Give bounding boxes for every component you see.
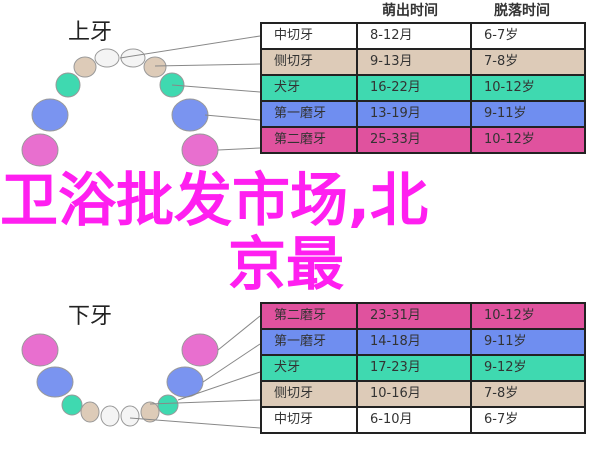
upper-teeth-label: 上牙 (68, 20, 113, 45)
leader-lines (119, 35, 261, 429)
table-row: 侧切牙 9-13月 7-8岁 (260, 48, 586, 76)
table-row: 中切牙 8-12月 6-7岁 (260, 22, 586, 50)
cell-shedding: 10-12岁 (470, 302, 586, 330)
cell-shedding: 6-7岁 (470, 406, 586, 434)
cell-tooth: 侧切牙 (260, 380, 358, 408)
eruption-header: 萌出时间 (382, 3, 438, 19)
cell-tooth: 第一磨牙 (260, 100, 358, 128)
cell-tooth: 第一磨牙 (260, 328, 358, 356)
table-row: 第二磨牙 23-31月 10-12岁 (260, 302, 586, 330)
cell-eruption: 25-33月 (356, 126, 472, 154)
cell-shedding: 10-12岁 (470, 74, 586, 102)
lower-teeth (21, 333, 219, 427)
cell-tooth: 第二磨牙 (260, 126, 358, 154)
cell-shedding: 9-11岁 (470, 328, 586, 356)
cell-eruption: 13-19月 (356, 100, 472, 128)
table-row: 第一磨牙 13-19月 9-11岁 (260, 100, 586, 128)
upper-teeth (21, 48, 219, 167)
table-row: 犬牙 17-23月 9-12岁 (260, 354, 586, 382)
cell-tooth: 犬牙 (260, 354, 358, 382)
cell-shedding: 7-8岁 (470, 48, 586, 76)
cell-eruption: 14-18月 (356, 328, 472, 356)
cell-tooth: 第二磨牙 (260, 302, 358, 330)
table-row: 中切牙 6-10月 6-7岁 (260, 406, 586, 434)
cell-shedding: 9-11岁 (470, 100, 586, 128)
table-row: 第二磨牙 25-33月 10-12岁 (260, 126, 586, 154)
cell-shedding: 6-7岁 (470, 22, 586, 50)
shedding-header: 脱落时间 (494, 3, 550, 19)
upper-teeth-table: 中切牙 8-12月 6-7岁 侧切牙 9-13月 7-8岁 犬牙 16-22月 10-12岁 第一… (260, 22, 586, 154)
cell-eruption: 23-31月 (356, 302, 472, 330)
table-row: 第一磨牙 14-18月 9-11岁 (260, 328, 586, 356)
cell-eruption: 10-16月 (356, 380, 472, 408)
overlay-text-line1: 卫浴批发市场,北 (0, 166, 429, 234)
table-row: 侧切牙 10-16月 7-8岁 (260, 380, 586, 408)
cell-tooth: 犬牙 (260, 74, 358, 102)
cell-eruption: 6-10月 (356, 406, 472, 434)
cell-eruption: 9-13月 (356, 48, 472, 76)
cell-shedding: 9-12岁 (470, 354, 586, 382)
cell-eruption: 8-12月 (356, 22, 472, 50)
overlay-text-line2: 京最 (228, 230, 345, 298)
cell-tooth: 侧切牙 (260, 48, 358, 76)
lower-teeth-label: 下牙 (68, 304, 113, 329)
table-row: 犬牙 16-22月 10-12岁 (260, 74, 586, 102)
cell-shedding: 10-12岁 (470, 126, 586, 154)
cell-eruption: 17-23月 (356, 354, 472, 382)
cell-tooth: 中切牙 (260, 406, 358, 434)
cell-eruption: 16-22月 (356, 74, 472, 102)
cell-tooth: 中切牙 (260, 22, 358, 50)
cell-shedding: 7-8岁 (470, 380, 586, 408)
lower-teeth-table: 第二磨牙 23-31月 10-12岁 第一磨牙 14-18月 9-11岁 犬牙 17-23月 9… (260, 302, 586, 434)
